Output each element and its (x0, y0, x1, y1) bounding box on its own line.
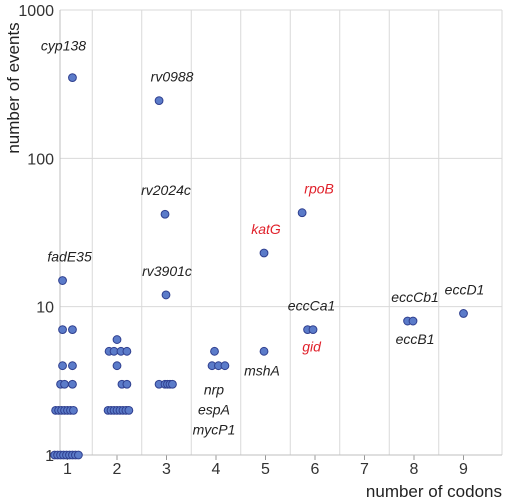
gene-label: mshA (244, 362, 280, 378)
data-point (459, 309, 468, 318)
y-axis-title: number of events (4, 22, 23, 153)
gene-label: rv0988 (151, 69, 194, 85)
x-tick-label: 1 (63, 461, 72, 478)
gene-label: gid (302, 339, 322, 355)
x-axis-title: number of codons (366, 482, 502, 501)
gene-label: rv3901c (142, 263, 192, 279)
x-tick-label: 9 (459, 461, 468, 478)
gene-label: mycP1 (193, 422, 236, 438)
data-point (69, 405, 78, 415)
data-point (297, 208, 307, 218)
data-point (160, 209, 170, 219)
gene-label: rpoB (304, 181, 334, 197)
data-point (161, 290, 171, 300)
data-point (58, 276, 67, 285)
data-point (68, 325, 77, 335)
y-tick-label: 1 (45, 448, 54, 465)
gene-label: nrp (204, 382, 224, 398)
gene-label: eccB1 (396, 331, 435, 347)
data-point (259, 248, 269, 258)
gene-label: katG (251, 221, 281, 237)
y-tick-labels: 1 10 100 1000 (18, 3, 54, 465)
x-tick-label: 5 (261, 461, 270, 478)
data-point (112, 335, 122, 344)
gene-label: eccCb1 (391, 289, 438, 305)
data-point (408, 316, 418, 326)
data-point (60, 379, 69, 389)
y-tick-label: 10 (36, 300, 54, 317)
x-tick-label: 2 (113, 461, 122, 478)
gene-label: espA (198, 402, 230, 418)
data-point (122, 346, 132, 356)
data-point (259, 346, 269, 356)
data-point (122, 379, 132, 389)
x-tick-label: 4 (212, 461, 221, 478)
data-point (68, 73, 77, 83)
data-point (73, 450, 83, 460)
gene-label: fadE35 (47, 249, 92, 265)
data-point (68, 361, 77, 371)
x-tick-label: 3 (162, 461, 171, 478)
data-point (58, 361, 67, 371)
x-tick-labels: 1 2 3 4 5 6 7 8 9 (63, 461, 468, 478)
x-tick-label: 8 (410, 461, 419, 478)
gene-label: eccCa1 (288, 298, 335, 314)
y-tick-label: 100 (27, 151, 54, 168)
gene-label: eccD1 (445, 281, 485, 297)
x-tick-label: 6 (311, 461, 320, 478)
data-point (112, 361, 122, 371)
data-point (210, 346, 219, 356)
data-point (168, 379, 177, 389)
data-point (220, 361, 230, 371)
data-point (58, 325, 67, 335)
grid-lines (60, 9, 502, 460)
x-tick-label: 7 (360, 461, 369, 478)
data-points (50, 73, 468, 460)
data-point (308, 325, 318, 335)
y-tick-label: 1000 (18, 3, 54, 20)
gene-label: cyp138 (41, 38, 86, 54)
gene-annotations: cyp138 rv0988 rv2024c fadE35 rv3901c katG rpoB… (41, 38, 484, 438)
data-point (124, 405, 134, 415)
gene-label: rv2024c (141, 182, 191, 198)
data-point (68, 379, 77, 389)
data-point (154, 96, 164, 106)
